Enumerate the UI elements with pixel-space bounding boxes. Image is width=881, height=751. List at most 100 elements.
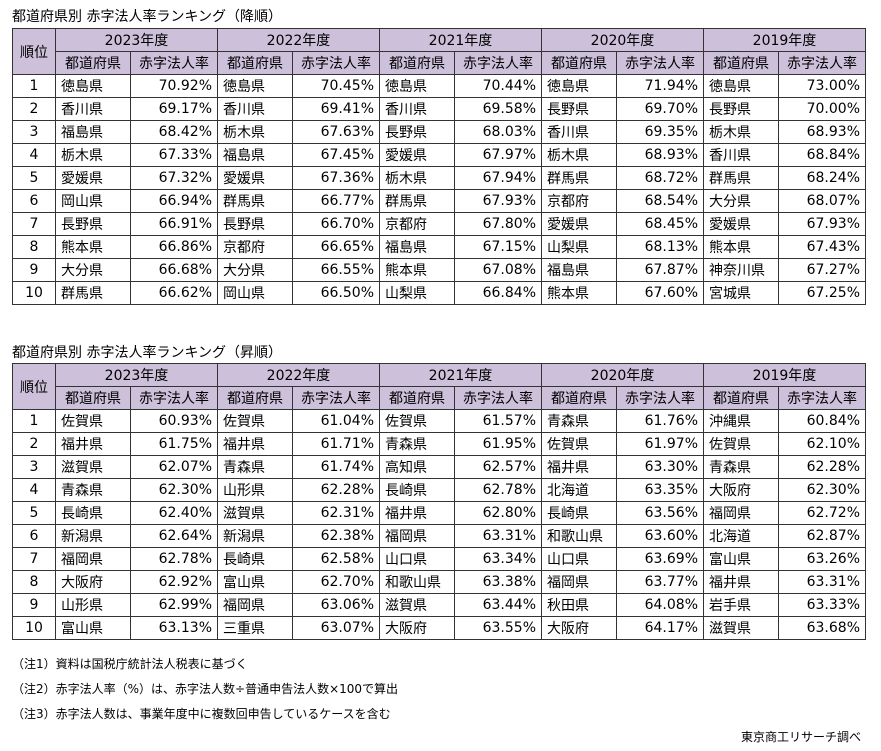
column-header: 都道府県 [379, 51, 455, 75]
prefecture-cell: 栃木県 [55, 143, 131, 167]
prefecture-cell: 大阪府 [55, 570, 131, 594]
column-header: 赤字法人率 [778, 51, 866, 75]
rate-cell: 67.63% [292, 120, 380, 144]
rate-cell: 68.03% [454, 120, 542, 144]
prefecture-cell: 大分県 [55, 258, 131, 282]
column-header: 都道府県 [55, 51, 131, 75]
table-row: 6 新潟県 62.64% 新潟県 62.38% 福岡県 63.31% 和歌山県 63.60% 北海… [12, 524, 866, 548]
rate-cell: 67.93% [778, 212, 866, 236]
rate-cell: 73.00% [778, 74, 866, 98]
credit: 東京商工リサーチ調べ [740, 730, 861, 744]
rate-cell: 61.71% [292, 432, 380, 456]
prefecture-cell: 福井県 [541, 455, 617, 479]
prefecture-cell: 沖縄県 [703, 409, 779, 433]
column-header: 都道府県 [703, 51, 779, 75]
rate-cell: 70.92% [130, 74, 218, 98]
prefecture-cell: 京都府 [217, 235, 293, 259]
prefecture-cell: 福岡県 [703, 501, 779, 525]
header-row: 順位 2023年度 2022年度 2021年度 2020年度 2019年度 [12, 363, 866, 410]
prefecture-cell: 長崎県 [541, 501, 617, 525]
rate-cell: 62.57% [454, 455, 542, 479]
rate-cell: 68.93% [778, 120, 866, 144]
year-header: 2021年度 [379, 28, 542, 52]
rate-cell: 68.93% [616, 143, 704, 167]
rate-cell: 62.87% [778, 524, 866, 548]
column-header: 都道府県 [703, 386, 779, 410]
rank-cell: 9 [12, 258, 56, 282]
prefecture-cell: 徳島県 [379, 74, 455, 98]
rate-cell: 67.27% [778, 258, 866, 282]
rate-cell: 62.78% [454, 478, 542, 502]
table-row: 3 滋賀県 62.07% 青森県 61.74% 高知県 62.57% 福井県 63.30% 青森県… [12, 455, 866, 479]
rate-cell: 67.60% [616, 281, 704, 305]
prefecture-cell: 群馬県 [379, 189, 455, 213]
prefecture-cell: 熊本県 [541, 281, 617, 305]
prefecture-cell: 大阪府 [541, 616, 617, 640]
rate-cell: 63.56% [616, 501, 704, 525]
rank-cell: 6 [12, 189, 56, 213]
rate-cell: 67.87% [616, 258, 704, 282]
rate-cell: 67.80% [454, 212, 542, 236]
rate-cell: 63.26% [778, 547, 866, 571]
rate-cell: 61.74% [292, 455, 380, 479]
column-header: 都道府県 [541, 51, 617, 75]
prefecture-cell: 香川県 [217, 97, 293, 121]
prefecture-cell: 青森県 [703, 455, 779, 479]
table-row: 1 徳島県 70.92% 徳島県 70.45% 徳島県 70.44% 徳島県 71.94% 徳島県… [12, 74, 866, 98]
prefecture-cell: 群馬県 [541, 166, 617, 190]
rate-cell: 62.28% [292, 478, 380, 502]
prefecture-cell: 佐賀県 [217, 409, 293, 433]
rank-cell: 5 [12, 501, 56, 525]
table-row: 5 愛媛県 67.32% 愛媛県 67.36% 栃木県 67.94% 群馬県 68.72% 群馬県… [12, 166, 866, 190]
column-header: 赤字法人率 [778, 386, 866, 410]
prefecture-cell: 福島県 [541, 258, 617, 282]
prefecture-cell: 青森県 [217, 455, 293, 479]
prefecture-cell: 滋賀県 [379, 593, 455, 617]
rate-cell: 63.68% [778, 616, 866, 640]
prefecture-cell: 神奈川県 [703, 258, 779, 282]
rate-cell: 71.94% [616, 74, 704, 98]
rate-cell: 63.44% [454, 593, 542, 617]
prefecture-cell: 和歌山県 [541, 524, 617, 548]
prefecture-cell: 愛媛県 [55, 166, 131, 190]
prefecture-cell: 香川県 [541, 120, 617, 144]
column-header: 赤字法人率 [454, 51, 542, 75]
prefecture-cell: 長野県 [541, 97, 617, 121]
rank-cell: 6 [12, 524, 56, 548]
prefecture-cell: 北海道 [541, 478, 617, 502]
rank-cell: 10 [12, 616, 56, 640]
table-row: 8 熊本県 66.86% 京都府 66.65% 福島県 67.15% 山梨県 68.13% 熊本県… [12, 235, 866, 259]
year-header: 2023年度 [55, 28, 218, 52]
prefecture-cell: 群馬県 [217, 189, 293, 213]
rate-cell: 67.25% [778, 281, 866, 305]
prefecture-cell: 新潟県 [217, 524, 293, 548]
header-row: 都道府県 赤字法人率 都道府県 赤字法人率 都道府県 赤字法人率 都道府県 赤字法人率 都道府県… [13, 51, 866, 75]
rate-cell: 61.57% [454, 409, 542, 433]
prefecture-cell: 三重県 [217, 616, 293, 640]
prefecture-cell: 栃木県 [541, 143, 617, 167]
rate-cell: 63.13% [130, 616, 218, 640]
table-row: 9 大分県 66.68% 大分県 66.55% 熊本県 67.08% 福島県 67.87% 神奈川… [12, 258, 866, 282]
prefecture-cell: 山梨県 [541, 235, 617, 259]
year-header: 2020年度 [541, 28, 704, 52]
prefecture-cell: 大分県 [703, 189, 779, 213]
rate-cell: 62.31% [292, 501, 380, 525]
column-header: 赤字法人率 [292, 386, 380, 410]
prefecture-cell: 山梨県 [379, 281, 455, 305]
prefecture-cell: 福井県 [55, 432, 131, 456]
column-header: 都道府県 [217, 386, 293, 410]
rate-cell: 63.33% [778, 593, 866, 617]
rate-cell: 63.34% [454, 547, 542, 571]
table-row: 2 福井県 61.75% 福井県 61.71% 青森県 61.95% 佐賀県 61.97% 佐賀県… [12, 432, 866, 456]
prefecture-cell: 岩手県 [703, 593, 779, 617]
prefecture-cell: 和歌山県 [379, 570, 455, 594]
rate-cell: 66.86% [130, 235, 218, 259]
prefecture-cell: 愛媛県 [217, 166, 293, 190]
rate-cell: 66.77% [292, 189, 380, 213]
table-row: 5 長崎県 62.40% 滋賀県 62.31% 福井県 62.80% 長崎県 63.56% 福岡県… [12, 501, 866, 525]
prefecture-cell: 滋賀県 [55, 455, 131, 479]
rate-cell: 69.41% [292, 97, 380, 121]
table-row: 4 青森県 62.30% 山形県 62.28% 長崎県 62.78% 北海道 63.35% 大阪府… [12, 478, 866, 502]
prefecture-cell: 富山県 [55, 616, 131, 640]
prefecture-cell: 愛媛県 [703, 212, 779, 236]
